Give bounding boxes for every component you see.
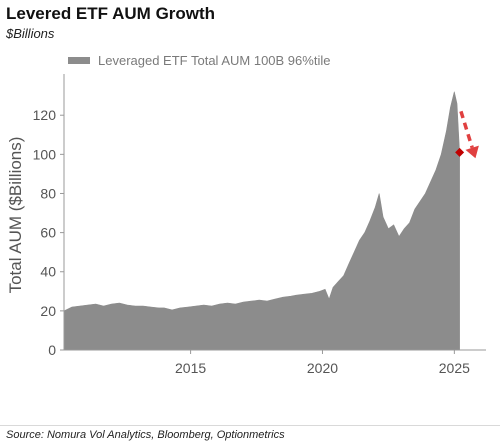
y-axis-label: Total AUM ($Billions) xyxy=(6,137,25,294)
x-tick-label: 2025 xyxy=(439,360,470,376)
series-area xyxy=(63,91,460,351)
y-tick-label: 60 xyxy=(40,225,56,241)
y-tick-label: 20 xyxy=(40,303,56,319)
source-divider xyxy=(0,425,500,426)
legend: Leveraged ETF Total AUM 100B 96%tile xyxy=(68,53,330,68)
y-tick-label: 0 xyxy=(48,342,56,358)
x-tick-label: 2020 xyxy=(307,360,338,376)
chart-title: Levered ETF AUM Growth xyxy=(6,4,216,23)
latest-value-marker xyxy=(455,147,465,157)
aum-area-chart: 0 20 40 60 80 100 120 2015 2020 2025 Total AUM ($B… xyxy=(6,74,486,376)
y-tick-label: 100 xyxy=(33,146,57,162)
source-note: Source: Nomura Vol Analytics, Bloomberg,… xyxy=(6,429,285,441)
y-tick-label: 40 xyxy=(40,264,56,280)
legend-swatch xyxy=(68,57,90,64)
legend-label: Leveraged ETF Total AUM 100B 96%tile xyxy=(98,53,331,68)
y-tick-label: 80 xyxy=(40,185,56,201)
chart-subtitle: $Billions xyxy=(6,26,55,41)
y-tick-label: 120 xyxy=(33,107,57,123)
trend-arrow-shaft xyxy=(459,110,474,149)
trend-arrow-head xyxy=(465,145,479,159)
x-tick-label: 2015 xyxy=(175,360,206,376)
